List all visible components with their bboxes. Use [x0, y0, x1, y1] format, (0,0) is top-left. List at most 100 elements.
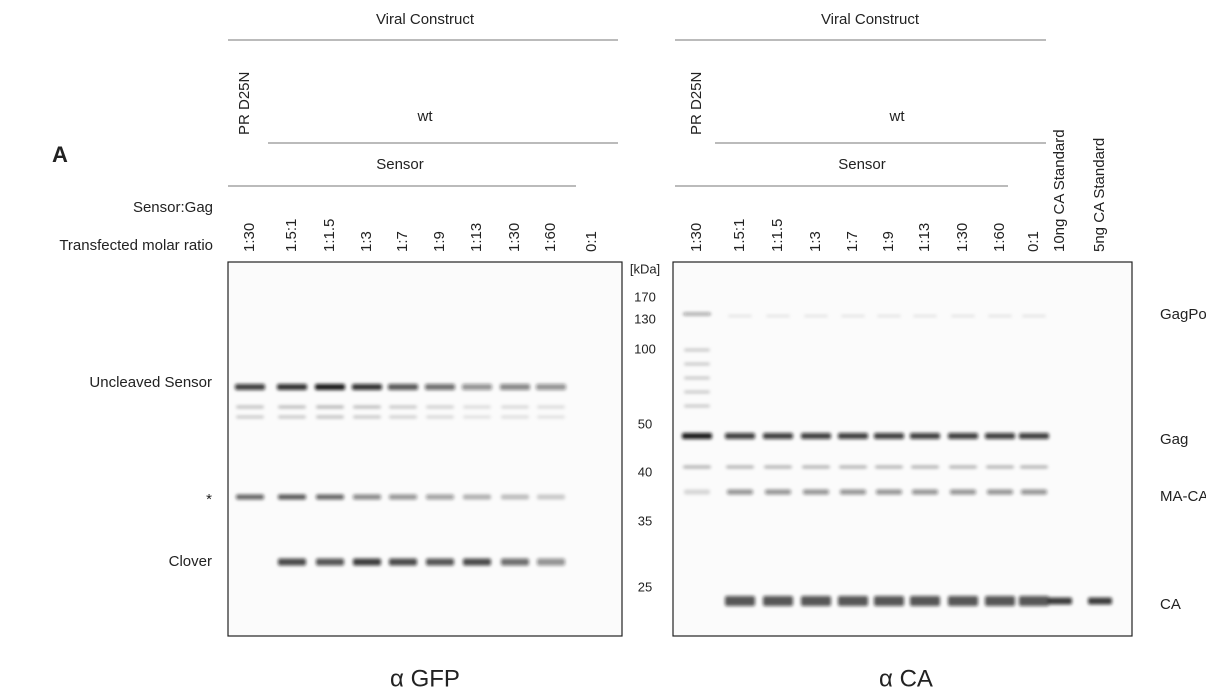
band: [236, 494, 264, 500]
lane-label: 1:3: [807, 231, 824, 252]
panel-label: A: [52, 142, 68, 167]
sensor-label: Sensor: [376, 156, 424, 173]
band: [278, 415, 306, 419]
band: [684, 390, 710, 394]
band: [426, 405, 454, 409]
band: [804, 315, 828, 317]
antibody-label: α CA: [879, 665, 933, 692]
band: [536, 384, 566, 390]
band: [874, 596, 904, 606]
band: [316, 405, 344, 409]
band: [910, 433, 940, 439]
band: [426, 494, 454, 500]
antibody-label: α GFP: [390, 665, 460, 692]
lane-label: 1:60: [542, 223, 559, 252]
band: [839, 465, 867, 469]
lane-label: 10ng CA Standard: [1051, 129, 1068, 252]
band: [876, 489, 902, 495]
header: Viral Construct: [821, 11, 920, 28]
band: [765, 489, 791, 495]
band: [500, 384, 530, 390]
bands: [235, 312, 1112, 606]
band: [389, 405, 417, 409]
band: [911, 465, 939, 469]
band: [949, 465, 977, 469]
header: Viral Construct: [376, 11, 475, 28]
band: [501, 494, 529, 500]
band: [725, 596, 755, 606]
band: [985, 596, 1015, 606]
lane-label: 1:3: [358, 231, 375, 252]
band-label: Gag: [1160, 431, 1188, 448]
lane-label: 0:1: [583, 231, 600, 252]
band: [389, 415, 417, 419]
marker-size: 50: [638, 416, 652, 431]
lane-label: 1:30: [954, 223, 971, 252]
band: [426, 558, 454, 566]
mutant-label: PR D25N: [688, 72, 705, 135]
lane-label: 1:1.5: [321, 219, 338, 252]
band: [801, 596, 831, 606]
band: [684, 404, 710, 408]
band: [988, 315, 1012, 317]
band: [316, 558, 344, 566]
band: [684, 348, 710, 352]
band-label: Clover: [169, 553, 212, 570]
band: [684, 489, 710, 495]
blot-frame: [227, 261, 623, 637]
band: [315, 384, 345, 390]
band: [877, 315, 901, 317]
band: [682, 433, 712, 439]
band: [727, 489, 753, 495]
lane-label: 1.5:1: [283, 219, 300, 252]
band: [352, 384, 382, 390]
band: [913, 315, 937, 317]
lane-label: 1:7: [394, 231, 411, 252]
lane-label: 1:13: [916, 223, 933, 252]
band: [728, 315, 752, 317]
band: [987, 489, 1013, 495]
lane-label: 1:9: [431, 231, 448, 252]
band-label: MA-CA: [1160, 488, 1206, 505]
marker-size: 25: [638, 579, 652, 594]
lane-label: 1:30: [506, 223, 523, 252]
band: [910, 596, 940, 606]
band: [1021, 489, 1047, 495]
band: [985, 433, 1015, 439]
band: [764, 465, 792, 469]
band: [278, 558, 306, 566]
band: [841, 315, 865, 317]
band: [874, 433, 904, 439]
row-label: Sensor:Gag: [133, 199, 213, 216]
band: [278, 494, 306, 500]
band: [277, 384, 307, 390]
band: [725, 433, 755, 439]
band: [501, 415, 529, 419]
lane-label: 1:9: [880, 231, 897, 252]
lane-label: 1:30: [688, 223, 705, 252]
band: [766, 315, 790, 317]
band: [840, 489, 866, 495]
band: [951, 315, 975, 317]
lane-label: 1.5:1: [731, 219, 748, 252]
band: [838, 596, 868, 606]
band: [389, 494, 417, 500]
band: [353, 558, 381, 566]
band: [683, 312, 711, 316]
band: [278, 405, 306, 409]
band: [838, 433, 868, 439]
band: [353, 405, 381, 409]
band: [462, 384, 492, 390]
band: [1020, 465, 1048, 469]
band: [501, 405, 529, 409]
marker-size: 35: [638, 513, 652, 528]
band: [950, 489, 976, 495]
mutant-label: PR D25N: [236, 72, 253, 135]
blot-frame: [672, 261, 1133, 637]
band-label: *: [206, 491, 212, 508]
band: [537, 558, 565, 566]
band: [1022, 315, 1046, 317]
band: [463, 415, 491, 419]
band: [683, 465, 711, 469]
band: [501, 558, 529, 566]
